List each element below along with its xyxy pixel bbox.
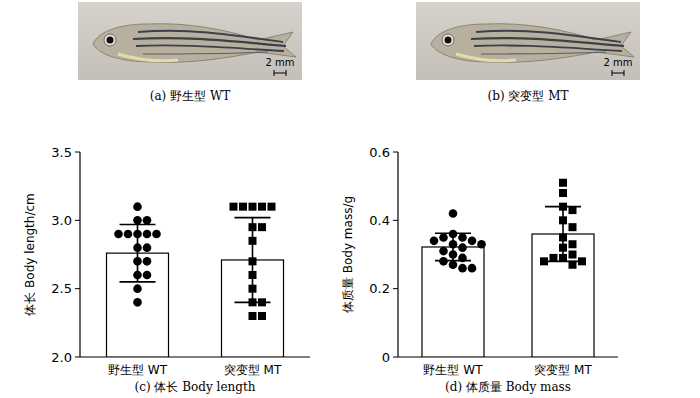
x-tick-label: 野生型 WT: [108, 363, 168, 377]
y-tick: [75, 152, 80, 153]
data-point: [249, 312, 257, 320]
bar: [422, 247, 484, 357]
data-point: [114, 230, 123, 239]
error-bar: [435, 233, 471, 260]
data-point: [143, 271, 152, 280]
data-point: [449, 209, 458, 218]
error-bar: [120, 224, 156, 281]
data-point: [258, 312, 266, 320]
data-point: [133, 298, 142, 307]
y-axis: [79, 152, 80, 357]
fish-belly: [118, 54, 178, 61]
data-point: [468, 264, 477, 273]
y-tick-label: 3.0: [51, 213, 72, 228]
data-point: [449, 260, 458, 269]
x-tick-label: 突变型 MT: [224, 363, 282, 377]
scale-bar: [612, 70, 624, 76]
fish-pupil: [445, 37, 452, 44]
photo-panel: 2 mm: [78, 2, 302, 80]
panel-caption: (c) 体长 Body length: [135, 380, 256, 394]
marks: [107, 202, 284, 357]
fish-eye: [442, 34, 454, 46]
fish-belly: [456, 54, 516, 61]
scale-bar-label: 2 mm: [265, 57, 294, 68]
y-tick-label: 3.5: [51, 145, 72, 160]
y-tick-label: 0.2: [369, 281, 390, 296]
data-point: [258, 203, 266, 211]
y-tick-label: 2.0: [51, 350, 72, 365]
y-tick: [75, 288, 80, 289]
photo-background: [78, 2, 302, 80]
fish-stripe: [143, 52, 268, 54]
y-tick: [75, 220, 80, 221]
data-point: [468, 237, 477, 246]
panel-caption: (d) 体质量 Body mass: [445, 380, 571, 394]
data-point: [258, 223, 266, 231]
fish-pupil: [107, 37, 114, 44]
data-point: [239, 203, 247, 211]
data-point: [559, 189, 567, 197]
y-tick-label: 2.5: [51, 281, 72, 296]
fish-eye: [104, 34, 116, 46]
data-point: [569, 223, 577, 231]
scale-bar: [274, 70, 286, 76]
y-tick-label: 0.6: [369, 145, 390, 160]
data-point: [477, 240, 486, 249]
y-tick-label: 0: [382, 350, 390, 365]
x-tick-label: 突变型 MT: [534, 363, 592, 377]
data-point: [559, 179, 567, 187]
data-point: [458, 243, 467, 252]
fish-stripe: [474, 45, 622, 51]
y-axis-title: 体质量 Body mass/g: [341, 196, 355, 313]
data-point: [230, 203, 238, 211]
data-point: [133, 284, 142, 293]
data-point: [133, 216, 142, 225]
data-point: [143, 216, 152, 225]
data-point: [143, 257, 152, 266]
y-tick: [393, 152, 398, 153]
data-point: [143, 230, 152, 239]
data-point: [439, 247, 448, 256]
chart: 2.0 2.5 3.0 3.5 野生型 WT 突变型 MT 体长 Body length/c…: [23, 145, 310, 395]
y-tick-label: 0.4: [369, 213, 390, 228]
data-point: [569, 251, 577, 259]
panel-caption: (b) 突变型 MT: [488, 89, 569, 103]
y-tick: [75, 357, 80, 358]
data-point: [152, 230, 161, 239]
panel-caption: (a) 野生型 WT: [150, 89, 230, 103]
y-tick: [393, 288, 398, 289]
y-tick: [393, 357, 398, 358]
data-point: [133, 202, 142, 211]
data-point: [268, 203, 276, 211]
scale-bar-label: 2 mm: [603, 57, 632, 68]
x-tick-label: 野生型 WT: [423, 363, 483, 377]
data-point: [143, 243, 152, 252]
data-point: [249, 203, 257, 211]
chart: 0 0.2 0.4 0.6 野生型 WT 突变型 MT 体质量 Body mass/g (d)…: [341, 145, 618, 395]
fish-stripe: [136, 45, 284, 51]
error-bar: [545, 207, 581, 262]
error-bar: [235, 218, 271, 303]
y-axis-title: 体长 Body length/cm: [23, 193, 37, 316]
data-point: [458, 264, 467, 273]
data-point: [439, 233, 448, 242]
photo-background: [416, 2, 640, 80]
y-axis: [397, 152, 398, 357]
data-point: [458, 233, 467, 242]
photo-panel: 2 mm: [416, 2, 640, 80]
data-point: [124, 230, 133, 239]
marks: [422, 179, 594, 357]
data-point: [430, 237, 439, 246]
figure: 2 mm (a) 野生型 WT 2 mm (b) 突变型 MT 2.0 2.5 3.0 3.5…: [0, 0, 700, 398]
fish-stripe: [481, 52, 606, 54]
data-point: [569, 240, 577, 248]
y-tick: [393, 220, 398, 221]
